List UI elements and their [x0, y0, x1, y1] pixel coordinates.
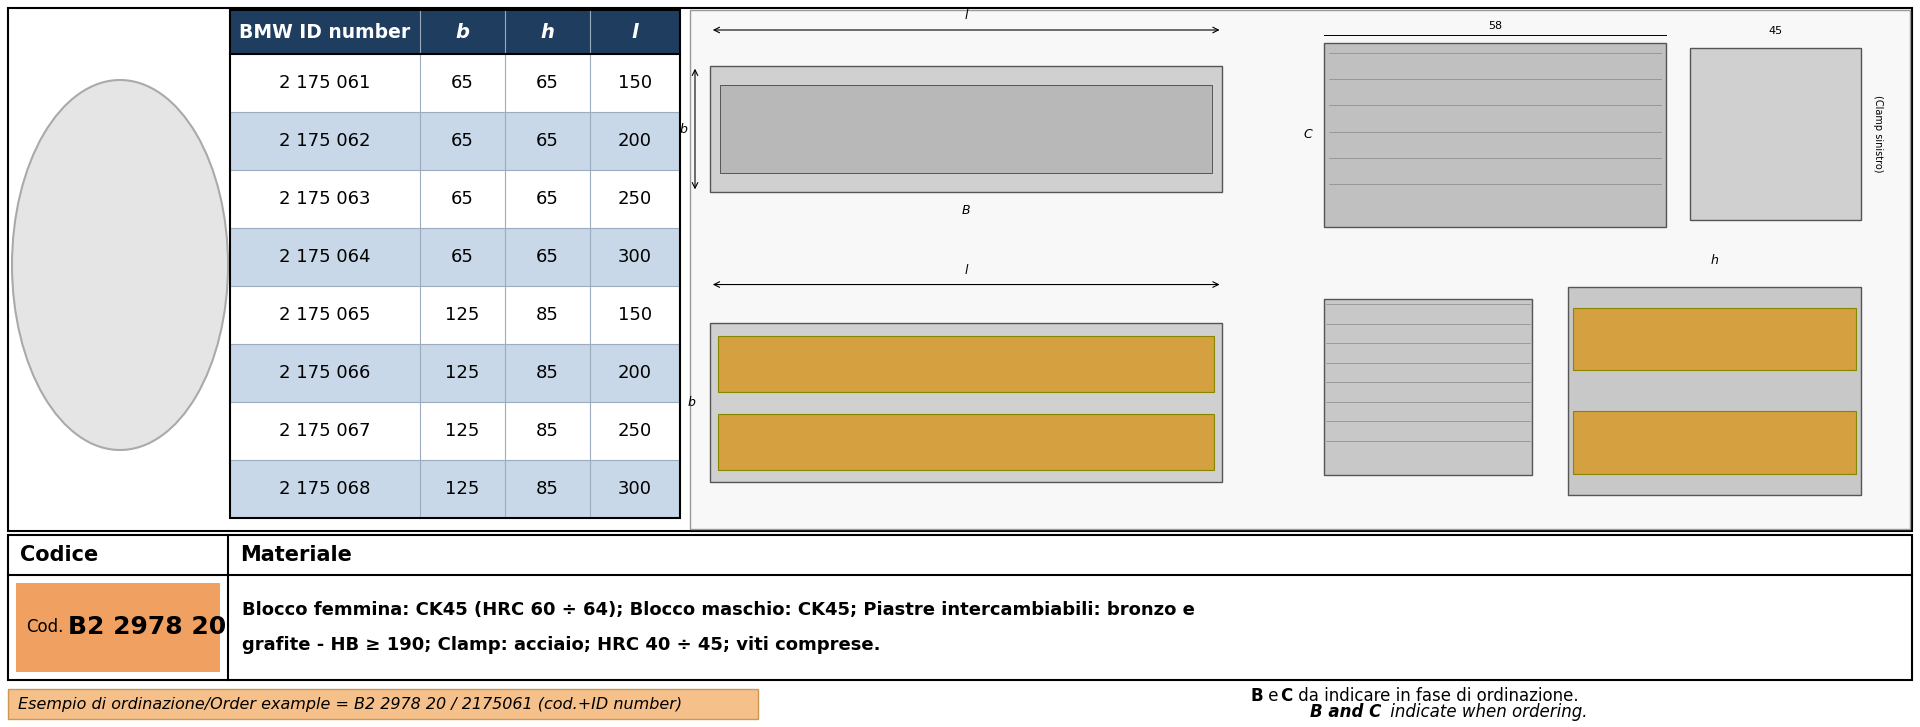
Bar — [230, 112, 680, 170]
Text: 150: 150 — [618, 306, 653, 324]
Bar — [718, 414, 1215, 470]
Text: h: h — [1711, 254, 1718, 267]
Text: 300: 300 — [618, 480, 653, 498]
Text: l: l — [632, 23, 637, 41]
Text: 65: 65 — [451, 132, 474, 150]
Bar — [230, 228, 680, 286]
Text: BMW ID number: BMW ID number — [240, 23, 411, 41]
Bar — [8, 535, 1912, 680]
Text: 2 175 063: 2 175 063 — [278, 190, 371, 208]
Bar — [710, 66, 1223, 192]
Text: B: B — [962, 204, 970, 217]
Text: 125: 125 — [445, 480, 480, 498]
Bar — [230, 286, 680, 344]
Text: B: B — [1250, 686, 1263, 704]
Bar — [230, 54, 680, 112]
Bar — [230, 170, 680, 228]
Text: 2 175 064: 2 175 064 — [278, 248, 371, 266]
Text: (Clamp sinistro): (Clamp sinistro) — [1874, 95, 1884, 172]
Bar — [689, 10, 1910, 529]
Text: da indicare in fase di ordinazione.: da indicare in fase di ordinazione. — [1292, 686, 1578, 704]
Text: h: h — [541, 23, 555, 41]
Bar — [15, 583, 221, 672]
Bar — [1572, 411, 1857, 474]
Text: 250: 250 — [618, 190, 653, 208]
Text: 125: 125 — [445, 422, 480, 440]
Text: 65: 65 — [536, 132, 559, 150]
Text: 85: 85 — [536, 480, 559, 498]
Bar — [1572, 308, 1857, 370]
Ellipse shape — [12, 80, 228, 450]
Text: e: e — [1263, 686, 1284, 704]
Text: 2 175 062: 2 175 062 — [278, 132, 371, 150]
Text: 45: 45 — [1768, 25, 1784, 36]
Text: B2 2978 20: B2 2978 20 — [67, 616, 227, 640]
Text: 125: 125 — [445, 364, 480, 382]
Bar — [720, 85, 1212, 173]
Text: b: b — [455, 23, 470, 41]
Text: 2 175 067: 2 175 067 — [278, 422, 371, 440]
Text: l: l — [964, 9, 968, 22]
Text: Blocco femmina: CK45 (HRC 60 ÷ 64); Blocco maschio: CK45; Piastre intercambiabil: Blocco femmina: CK45 (HRC 60 ÷ 64); Bloc… — [242, 601, 1194, 619]
Text: 65: 65 — [451, 190, 474, 208]
Text: 125: 125 — [445, 306, 480, 324]
Text: 65: 65 — [536, 190, 559, 208]
Bar — [230, 344, 680, 402]
Bar — [1690, 47, 1860, 220]
Bar — [718, 336, 1215, 392]
Text: 250: 250 — [618, 422, 653, 440]
Text: 2 175 065: 2 175 065 — [278, 306, 371, 324]
Bar — [8, 8, 1912, 531]
Text: 2 175 068: 2 175 068 — [278, 480, 371, 498]
Text: B and C: B and C — [1309, 703, 1380, 721]
Text: indicate when ordering.: indicate when ordering. — [1384, 703, 1588, 721]
Text: 2 175 066: 2 175 066 — [278, 364, 371, 382]
Text: Codice: Codice — [19, 545, 98, 565]
Text: 65: 65 — [451, 248, 474, 266]
Text: C: C — [1304, 128, 1313, 141]
Text: C: C — [1281, 686, 1292, 704]
Bar — [230, 10, 680, 518]
Bar — [710, 324, 1223, 482]
Text: 65: 65 — [536, 248, 559, 266]
Text: 150: 150 — [618, 74, 653, 92]
Text: 300: 300 — [618, 248, 653, 266]
Bar — [230, 10, 680, 54]
Text: 2 175 061: 2 175 061 — [278, 74, 371, 92]
Text: 200: 200 — [618, 364, 653, 382]
Text: 65: 65 — [451, 74, 474, 92]
Text: 58: 58 — [1488, 21, 1501, 31]
Bar — [1325, 299, 1532, 475]
Text: 85: 85 — [536, 364, 559, 382]
Bar — [8, 689, 758, 719]
Bar — [1569, 286, 1860, 494]
Text: 85: 85 — [536, 306, 559, 324]
Text: l: l — [964, 264, 968, 276]
Text: Esempio di ordinazione/Order example = B2 2978 20 / 2175061 (cod.+ID number): Esempio di ordinazione/Order example = B… — [17, 696, 682, 712]
Bar — [230, 460, 680, 518]
Text: b: b — [680, 123, 687, 135]
Text: b: b — [687, 396, 695, 409]
Text: 200: 200 — [618, 132, 653, 150]
Bar — [230, 402, 680, 460]
Bar — [1325, 43, 1667, 227]
Text: 65: 65 — [536, 74, 559, 92]
Text: grafite - HB ≥ 190; Clamp: acciaio; HRC 40 ÷ 45; viti comprese.: grafite - HB ≥ 190; Clamp: acciaio; HRC … — [242, 636, 881, 654]
Text: Cod.: Cod. — [27, 619, 63, 637]
Text: Materiale: Materiale — [240, 545, 351, 565]
Text: 85: 85 — [536, 422, 559, 440]
